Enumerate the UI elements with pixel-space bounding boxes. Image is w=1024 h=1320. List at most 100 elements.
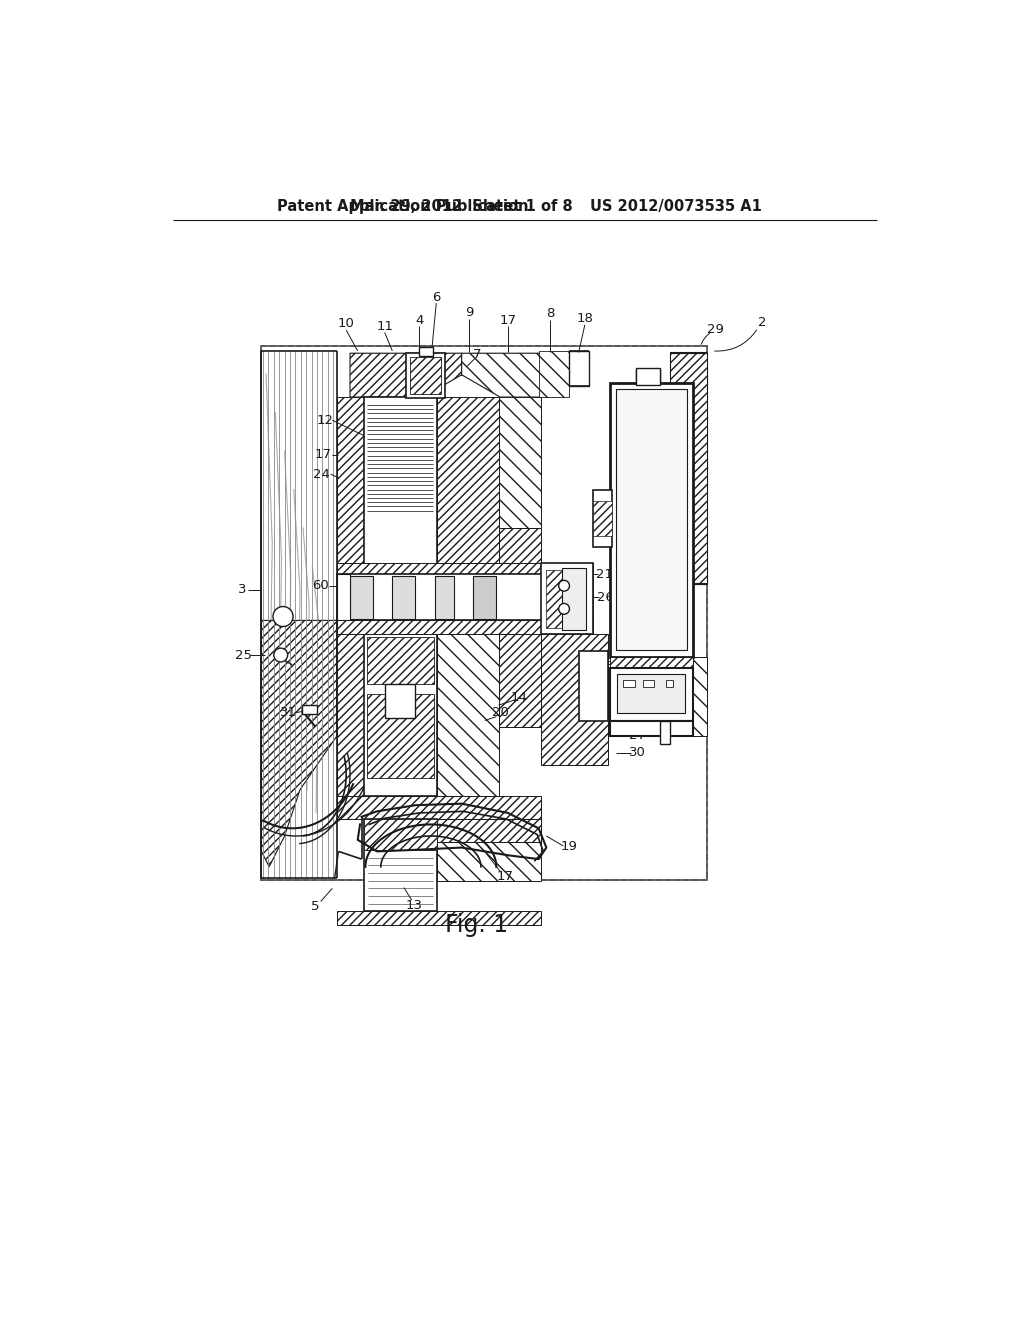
Text: 3: 3 — [238, 583, 247, 597]
Text: 23: 23 — [597, 660, 614, 673]
Bar — [609, 383, 692, 656]
Bar — [301, 705, 316, 714]
Bar — [437, 635, 499, 796]
Bar — [337, 911, 541, 925]
Text: 18: 18 — [577, 312, 593, 325]
Bar — [337, 574, 593, 620]
Polygon shape — [261, 620, 337, 867]
Bar — [337, 397, 364, 590]
Bar — [350, 576, 373, 619]
Text: 12: 12 — [316, 413, 334, 426]
Text: 42: 42 — [616, 471, 633, 484]
Text: B: B — [400, 593, 408, 602]
Text: 60: 60 — [312, 579, 329, 593]
Text: 26: 26 — [597, 591, 614, 603]
Text: 14: 14 — [511, 690, 527, 704]
Bar — [261, 346, 707, 880]
Bar — [660, 721, 670, 743]
Bar — [337, 796, 541, 818]
Text: 28: 28 — [634, 416, 651, 428]
Bar — [499, 528, 541, 586]
Text: 11: 11 — [376, 319, 393, 333]
Text: 2: 2 — [758, 315, 766, 329]
Text: 8: 8 — [546, 308, 554, 321]
Text: Mar. 29, 2012  Sheet 1 of 8: Mar. 29, 2012 Sheet 1 of 8 — [350, 199, 573, 214]
Text: P: P — [481, 593, 488, 602]
Text: US 2012/0073535 A1: US 2012/0073535 A1 — [590, 199, 762, 214]
Bar — [609, 668, 692, 721]
Text: 10: 10 — [338, 317, 354, 330]
Polygon shape — [462, 354, 554, 397]
Bar — [609, 656, 692, 668]
Bar — [435, 576, 454, 619]
Bar — [437, 818, 541, 842]
Text: Fig. 1: Fig. 1 — [445, 912, 509, 937]
Bar — [437, 842, 541, 880]
Text: A: A — [357, 593, 366, 602]
Bar — [541, 562, 593, 635]
Text: 9: 9 — [465, 306, 473, 319]
Text: T: T — [441, 593, 449, 602]
Bar — [337, 574, 350, 620]
Bar — [462, 354, 554, 370]
Bar — [624, 681, 635, 686]
Text: 29: 29 — [708, 323, 724, 335]
Bar — [562, 568, 587, 630]
Bar — [410, 358, 441, 395]
Text: 25: 25 — [236, 648, 252, 661]
Bar — [364, 397, 437, 586]
Text: 31: 31 — [280, 706, 297, 719]
Text: 4: 4 — [415, 314, 424, 326]
Bar — [350, 354, 462, 375]
Bar — [593, 502, 611, 536]
Text: 17: 17 — [314, 449, 332, 462]
Bar — [337, 620, 593, 635]
Text: 19: 19 — [561, 840, 578, 853]
Bar — [499, 635, 541, 726]
Bar — [261, 346, 707, 880]
Circle shape — [273, 607, 293, 627]
Bar — [419, 347, 433, 356]
Circle shape — [273, 648, 288, 661]
Text: 21: 21 — [596, 568, 612, 581]
Bar — [385, 684, 416, 718]
Bar — [364, 818, 437, 850]
Bar — [547, 570, 562, 628]
Text: 27: 27 — [629, 730, 646, 742]
Bar — [367, 638, 434, 684]
Text: 13: 13 — [406, 899, 423, 912]
Text: 24: 24 — [313, 467, 330, 480]
Bar — [670, 657, 707, 737]
Text: 20: 20 — [492, 706, 509, 719]
Bar — [593, 490, 611, 548]
Bar — [541, 635, 608, 766]
Bar — [337, 562, 593, 574]
Text: 7: 7 — [473, 348, 481, 362]
Bar — [637, 368, 659, 385]
Bar — [609, 721, 692, 737]
Text: 17: 17 — [500, 314, 516, 326]
Bar — [569, 351, 589, 385]
Bar — [337, 635, 364, 796]
Text: Patent Application Publication: Patent Application Publication — [276, 199, 528, 214]
Bar — [364, 635, 437, 796]
Bar — [367, 693, 434, 779]
Circle shape — [559, 581, 569, 591]
Bar — [670, 354, 707, 585]
Text: 5: 5 — [311, 900, 319, 913]
Text: 6: 6 — [432, 290, 440, 304]
Bar — [407, 354, 444, 397]
Bar — [617, 675, 685, 713]
Polygon shape — [350, 354, 462, 397]
Text: 30: 30 — [629, 746, 646, 759]
Bar — [666, 681, 674, 686]
Bar — [643, 681, 654, 686]
Bar — [364, 818, 437, 911]
Text: 17: 17 — [497, 870, 514, 883]
Bar — [473, 576, 497, 619]
Circle shape — [559, 603, 569, 614]
Bar — [539, 351, 569, 397]
Bar — [579, 651, 608, 721]
Bar — [499, 397, 541, 528]
Bar — [437, 397, 499, 586]
